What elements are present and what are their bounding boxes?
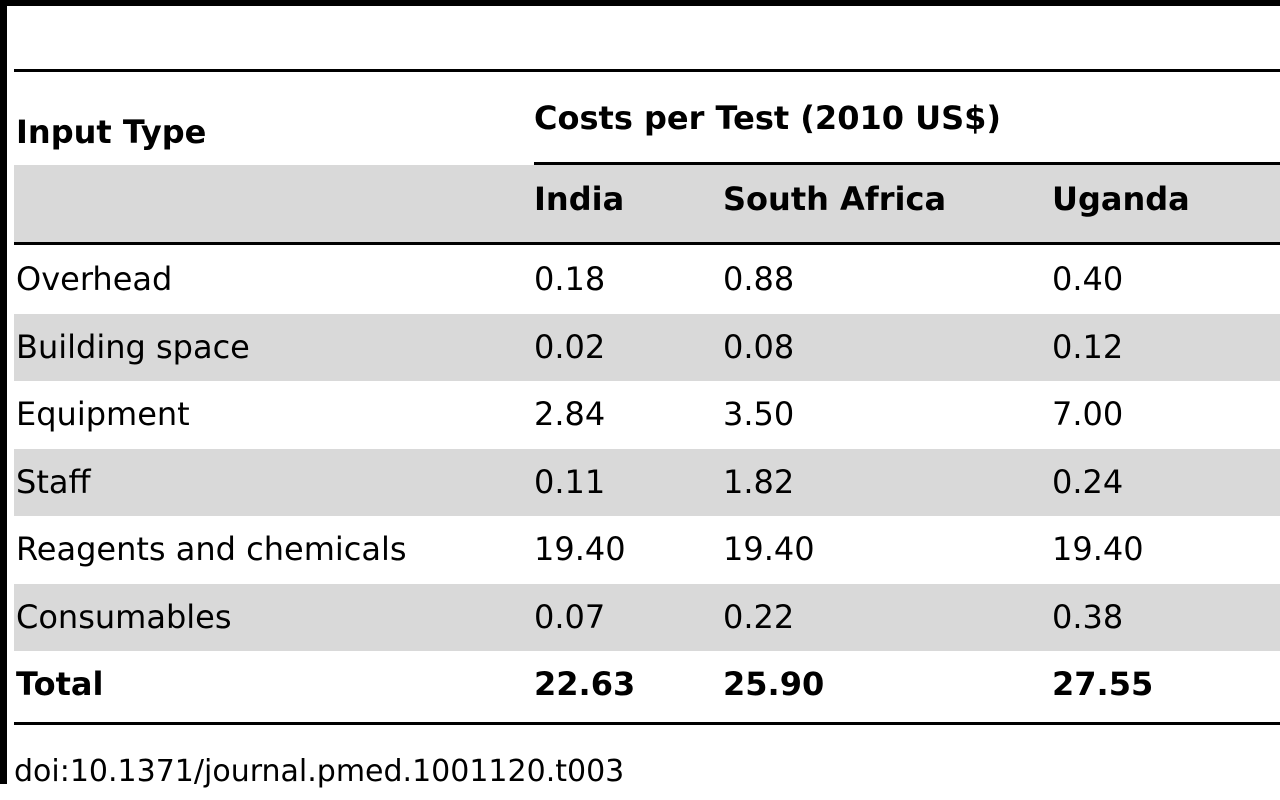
table-bottom-rule — [14, 722, 1280, 725]
row-label: Consumables — [16, 598, 232, 636]
row-band-consumables — [14, 584, 1280, 651]
cell-uganda: 7.00 — [1052, 395, 1124, 433]
header-country-uganda: Uganda — [1052, 180, 1190, 218]
cell-india: 2.84 — [534, 395, 606, 433]
cell-india: 19.40 — [534, 530, 626, 568]
header-bottom-rule — [14, 242, 1280, 245]
left-border — [0, 0, 7, 784]
row-label: Building space — [16, 328, 250, 366]
header-input-type: Input Type — [16, 113, 207, 151]
cell-india: 0.18 — [534, 260, 606, 298]
cell-south-africa: 1.82 — [723, 463, 795, 501]
header-top-rule — [14, 69, 1280, 72]
header-country-india: India — [534, 180, 625, 218]
row-label: Equipment — [16, 395, 190, 433]
row-label: Reagents and chemicals — [16, 530, 407, 568]
header-country-band — [14, 165, 1280, 242]
cell-south-africa: 3.50 — [723, 395, 795, 433]
total-label: Total — [16, 665, 104, 703]
cell-south-africa: 0.08 — [723, 328, 795, 366]
cell-india: 0.02 — [534, 328, 606, 366]
cell-uganda: 0.38 — [1052, 598, 1124, 636]
header-country-south-africa: South Africa — [723, 180, 947, 218]
row-band-building-space — [14, 314, 1280, 381]
cell-uganda: 0.40 — [1052, 260, 1124, 298]
cell-india: 0.07 — [534, 598, 606, 636]
cell-south-africa: 0.22 — [723, 598, 795, 636]
cell-uganda: 0.24 — [1052, 463, 1124, 501]
total-south-africa: 25.90 — [723, 665, 825, 703]
header-costs-group: Costs per Test (2010 US$) — [534, 99, 1002, 137]
row-band-staff — [14, 449, 1280, 516]
total-india: 22.63 — [534, 665, 636, 703]
header-sub-rule — [534, 162, 1280, 165]
row-label: Staff — [16, 463, 91, 501]
top-rule — [0, 0, 1280, 6]
cell-south-africa: 0.88 — [723, 260, 795, 298]
cell-south-africa: 19.40 — [723, 530, 815, 568]
total-uganda: 27.55 — [1052, 665, 1154, 703]
row-label: Overhead — [16, 260, 173, 298]
cell-uganda: 19.40 — [1052, 530, 1144, 568]
cell-india: 0.11 — [534, 463, 606, 501]
cell-uganda: 0.12 — [1052, 328, 1124, 366]
doi-link[interactable]: doi:10.1371/journal.pmed.1001120.t003 — [14, 754, 625, 789]
